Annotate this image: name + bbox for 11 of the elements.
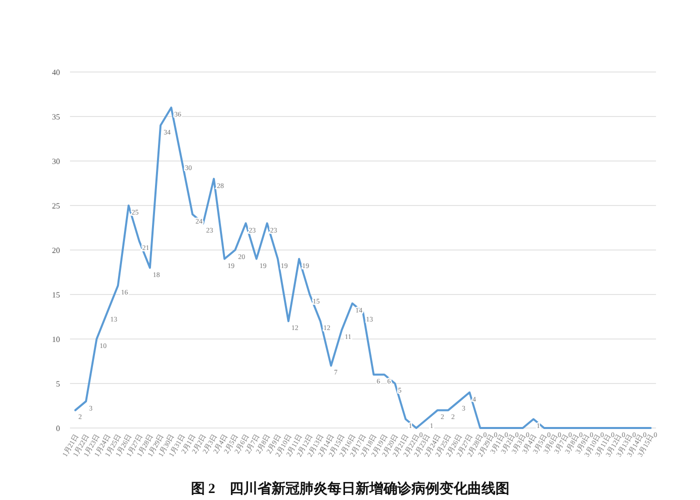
y-tick-label: 0 [56, 424, 60, 433]
text: 图 2 四川省新冠肺炎每日新增确诊病例变化曲线图 [190, 480, 510, 497]
y-tick-label: 15 [52, 290, 60, 300]
y-tick-label: 40 [52, 68, 60, 77]
y-tick-label: 20 [52, 246, 60, 255]
line-series [74, 106, 652, 429]
y-tick-label: 30 [52, 157, 60, 166]
y-tick-label: 25 [52, 202, 60, 210]
y-tick-label: 5 [56, 380, 60, 388]
y-tick-label: 35 [52, 112, 60, 122]
y-tick-label: 10 [52, 335, 60, 344]
